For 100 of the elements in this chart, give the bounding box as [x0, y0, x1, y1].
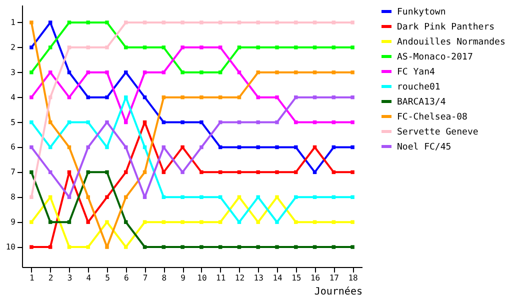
point [86, 245, 90, 249]
point [350, 195, 354, 200]
x-tick-label: 9 [180, 274, 186, 282]
point [200, 120, 204, 124]
point [30, 195, 34, 200]
point [124, 95, 128, 100]
x-tick-label: 17 [329, 274, 340, 282]
point [180, 120, 184, 124]
point [275, 170, 279, 174]
x-tick-label: 18 [348, 274, 358, 282]
point [294, 220, 298, 224]
point [275, 120, 279, 124]
point [180, 195, 184, 200]
legend-label: Servette Geneve [397, 128, 478, 138]
point [86, 220, 90, 224]
point [237, 20, 242, 24]
point [332, 20, 336, 24]
point [142, 245, 147, 249]
point [312, 245, 317, 249]
point [256, 195, 260, 200]
x-tick-label: 5 [105, 274, 110, 282]
x-tick-label: 3 [67, 274, 72, 282]
y-tick-label: 1 [10, 18, 16, 27]
point [256, 245, 260, 249]
legend-label: FC Yan4 [397, 68, 435, 78]
point [294, 70, 298, 74]
point [275, 95, 279, 100]
point [256, 220, 260, 224]
point [275, 195, 279, 200]
point [256, 170, 260, 174]
point [294, 95, 298, 100]
point [256, 120, 260, 124]
point [180, 220, 184, 224]
point [30, 20, 34, 24]
point [67, 245, 72, 249]
point [30, 46, 34, 50]
point [180, 170, 184, 174]
point [350, 245, 354, 249]
point [294, 245, 298, 249]
legend-label: Andouilles Normandes [397, 38, 506, 48]
point [256, 70, 260, 74]
point [350, 46, 354, 50]
point [218, 220, 222, 224]
legend-label: Noel FC/45 [397, 142, 452, 152]
point [200, 20, 204, 24]
point [200, 145, 204, 150]
point [105, 195, 109, 200]
point [350, 220, 354, 224]
point [200, 70, 204, 74]
point [124, 220, 128, 224]
y-tick-label: 3 [10, 68, 16, 77]
point [200, 46, 204, 50]
point [124, 46, 128, 50]
point [105, 245, 109, 249]
point [350, 120, 354, 124]
point [162, 46, 166, 50]
point [124, 195, 128, 200]
point [237, 46, 242, 50]
x-tick-label: 14 [272, 274, 282, 282]
legend-label: rouche01 [397, 82, 440, 92]
point [86, 170, 90, 174]
point [105, 46, 109, 50]
point [105, 95, 109, 100]
point [48, 20, 52, 24]
point [105, 170, 109, 174]
point [180, 46, 184, 50]
point [86, 195, 90, 200]
point [124, 145, 128, 150]
point [350, 145, 354, 150]
point [256, 20, 260, 24]
point [105, 220, 109, 224]
x-tick-label: 13 [254, 274, 264, 282]
point [30, 145, 34, 150]
point [30, 170, 34, 174]
point [180, 20, 184, 24]
y-tick-label: 2 [10, 42, 16, 52]
x-axis-title: Journées [314, 286, 362, 298]
point [162, 20, 166, 24]
point [124, 170, 128, 174]
point [350, 95, 354, 100]
x-tick-label: 4 [86, 274, 92, 282]
legend-label: AS-Monaco-2017 [397, 52, 473, 62]
point [180, 245, 184, 249]
point [237, 220, 242, 224]
point [332, 220, 336, 224]
point [350, 170, 354, 174]
point [105, 120, 109, 124]
x-tick-label: 16 [310, 274, 320, 282]
point [350, 70, 354, 74]
point [200, 170, 204, 174]
point [142, 20, 147, 24]
point [124, 120, 128, 124]
point [294, 20, 298, 24]
point [200, 245, 204, 249]
point [294, 170, 298, 174]
point [200, 95, 204, 100]
point [180, 145, 184, 150]
point [312, 46, 317, 50]
legend-label: BARCA13/4 [397, 98, 446, 108]
legend-label: Funkytown [397, 8, 446, 18]
